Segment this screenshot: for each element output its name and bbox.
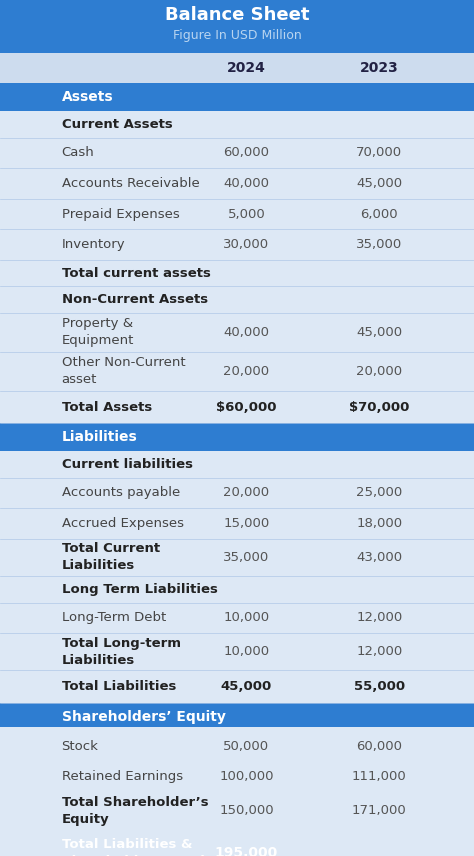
- Text: Liabilities: Liabilities: [62, 431, 137, 444]
- Text: 50,000: 50,000: [223, 740, 270, 752]
- Text: Non-Current Assets: Non-Current Assets: [62, 293, 208, 306]
- Text: Cash: Cash: [62, 146, 94, 159]
- Text: 60,000: 60,000: [356, 740, 402, 752]
- FancyBboxPatch shape: [0, 287, 474, 312]
- FancyBboxPatch shape: [0, 53, 474, 83]
- Text: Accounts Receivable: Accounts Receivable: [62, 177, 200, 190]
- FancyBboxPatch shape: [0, 83, 474, 111]
- FancyBboxPatch shape: [0, 829, 474, 856]
- Text: Total Liabilities: Total Liabilities: [62, 681, 176, 693]
- Text: Assets: Assets: [62, 90, 113, 104]
- Text: 2024: 2024: [227, 61, 266, 75]
- Text: 12,000: 12,000: [356, 645, 402, 658]
- Text: 55,000: 55,000: [354, 681, 405, 693]
- FancyBboxPatch shape: [0, 603, 474, 633]
- Text: 10,000: 10,000: [223, 611, 270, 624]
- Text: 15,000: 15,000: [223, 517, 270, 530]
- FancyBboxPatch shape: [0, 508, 474, 538]
- Text: 60,000: 60,000: [223, 146, 270, 159]
- Text: $70,000: $70,000: [349, 401, 410, 413]
- Text: 70,000: 70,000: [356, 146, 402, 159]
- Text: Current liabilities: Current liabilities: [62, 458, 192, 471]
- Text: 171,000: 171,000: [352, 804, 407, 817]
- FancyBboxPatch shape: [0, 762, 474, 792]
- Text: Prepaid Expenses: Prepaid Expenses: [62, 208, 179, 221]
- Text: 111,000: 111,000: [352, 770, 407, 783]
- Text: 45,000: 45,000: [221, 681, 272, 693]
- Text: 43,000: 43,000: [356, 551, 402, 564]
- Text: Total Current
Liabilities: Total Current Liabilities: [62, 543, 160, 573]
- Text: 20,000: 20,000: [223, 365, 270, 377]
- Text: 100,000: 100,000: [219, 770, 273, 783]
- FancyBboxPatch shape: [0, 633, 474, 670]
- Text: Long-Term Debt: Long-Term Debt: [62, 611, 166, 624]
- Text: $60,000: $60,000: [216, 401, 277, 413]
- Text: 40,000: 40,000: [223, 326, 270, 339]
- Text: Total current assets: Total current assets: [62, 267, 210, 280]
- Text: Accounts payable: Accounts payable: [62, 486, 180, 499]
- Text: Property &
Equipment: Property & Equipment: [62, 318, 134, 348]
- FancyBboxPatch shape: [0, 169, 474, 199]
- Text: Stock: Stock: [62, 740, 99, 752]
- Text: 195,000: 195,000: [215, 846, 278, 856]
- Text: Balance Sheet: Balance Sheet: [165, 6, 309, 24]
- Text: 150,000: 150,000: [219, 804, 274, 817]
- FancyBboxPatch shape: [0, 391, 474, 423]
- FancyBboxPatch shape: [0, 792, 474, 829]
- FancyBboxPatch shape: [0, 312, 474, 352]
- Text: 40,000: 40,000: [223, 177, 270, 190]
- FancyBboxPatch shape: [0, 0, 474, 53]
- Text: Other Non-Current
asset: Other Non-Current asset: [62, 356, 185, 386]
- FancyBboxPatch shape: [0, 703, 474, 731]
- Text: Total Long-term
Liabilities: Total Long-term Liabilities: [62, 637, 181, 667]
- FancyBboxPatch shape: [0, 478, 474, 508]
- FancyBboxPatch shape: [0, 576, 474, 603]
- Text: 45,000: 45,000: [356, 177, 402, 190]
- Text: Total Shareholder’s
Equity: Total Shareholder’s Equity: [62, 796, 208, 826]
- FancyBboxPatch shape: [0, 352, 474, 391]
- Text: 12,000: 12,000: [356, 611, 402, 624]
- Text: 10,000: 10,000: [223, 645, 270, 658]
- FancyBboxPatch shape: [0, 138, 474, 169]
- Text: 5,000: 5,000: [228, 208, 265, 221]
- FancyBboxPatch shape: [0, 111, 474, 138]
- FancyBboxPatch shape: [0, 670, 474, 703]
- Text: Retained Earnings: Retained Earnings: [62, 770, 183, 783]
- FancyBboxPatch shape: [0, 199, 474, 229]
- Text: 6,000: 6,000: [360, 208, 398, 221]
- FancyBboxPatch shape: [0, 260, 474, 287]
- FancyBboxPatch shape: [0, 451, 474, 478]
- Text: Total Assets: Total Assets: [62, 401, 152, 413]
- Text: Total Liabilities &
Shareholder’s Equity: Total Liabilities & Shareholder’s Equity: [62, 838, 219, 856]
- Text: 20,000: 20,000: [356, 365, 402, 377]
- Text: 35,000: 35,000: [356, 238, 402, 252]
- FancyBboxPatch shape: [0, 423, 474, 451]
- Text: Accrued Expenses: Accrued Expenses: [62, 517, 183, 530]
- Text: 18,000: 18,000: [356, 517, 402, 530]
- Text: 2023: 2023: [360, 61, 399, 75]
- Text: Figure In USD Million: Figure In USD Million: [173, 29, 301, 42]
- Text: 45,000: 45,000: [356, 326, 402, 339]
- Text: Current Assets: Current Assets: [62, 118, 173, 131]
- FancyBboxPatch shape: [0, 731, 474, 762]
- Text: 35,000: 35,000: [223, 551, 270, 564]
- Text: Inventory: Inventory: [62, 238, 125, 252]
- Text: 20,000: 20,000: [223, 486, 270, 499]
- Text: 30,000: 30,000: [223, 238, 270, 252]
- Text: Long Term Liabilities: Long Term Liabilities: [62, 583, 218, 596]
- FancyBboxPatch shape: [0, 229, 474, 260]
- Text: Shareholders’ Equity: Shareholders’ Equity: [62, 710, 226, 724]
- FancyBboxPatch shape: [0, 538, 474, 576]
- Text: 25,000: 25,000: [356, 486, 402, 499]
